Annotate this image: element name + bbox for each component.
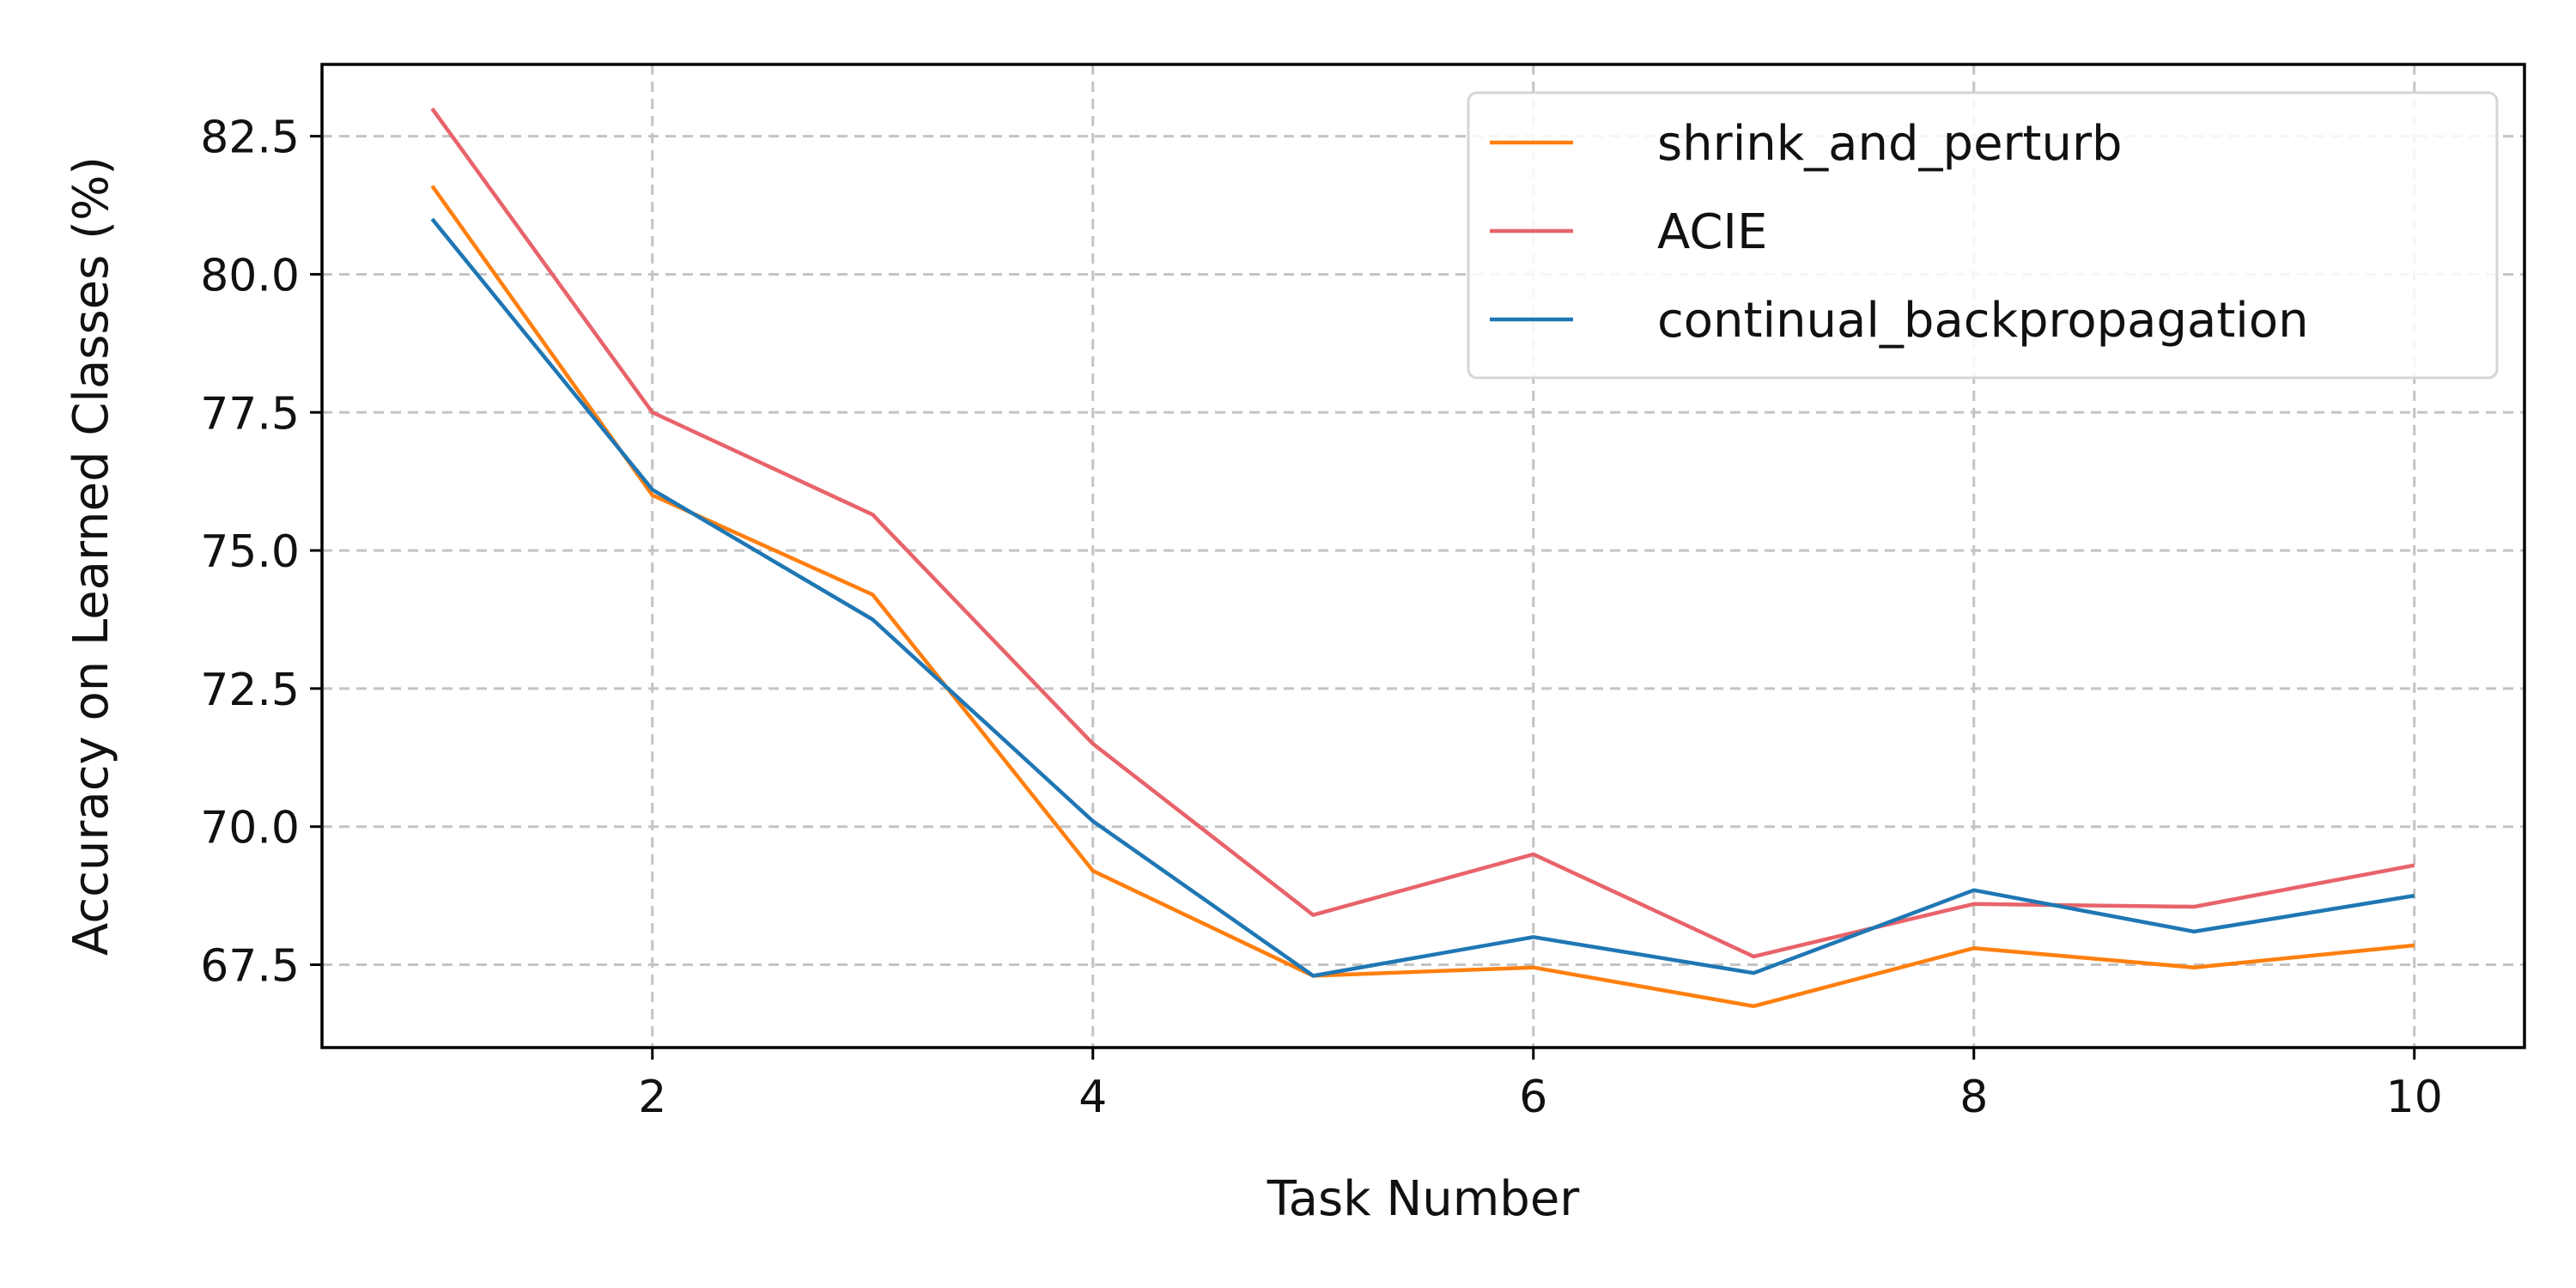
legend-label: ACIE <box>1657 204 1767 260</box>
x-tick-label: 4 <box>1078 1072 1107 1123</box>
y-tick-label: 80.0 <box>200 250 300 301</box>
series-group <box>430 107 2415 1009</box>
series-line-continual-backpropagation <box>430 217 2415 978</box>
y-tick-label: 70.0 <box>200 803 300 854</box>
x-tick-label: 2 <box>638 1072 666 1123</box>
legend-box <box>1467 91 2499 380</box>
y-axis-ticks: 67.5 70.0 72.5 75.0 77.5 80.0 82.5 <box>200 112 322 993</box>
legend-label: shrink_and_perturb <box>1657 116 2123 172</box>
legend: shrink_and_perturb ACIE continual_backprop… <box>1467 91 2499 380</box>
y-tick-label: 75.0 <box>200 526 300 578</box>
x-tick-label: 6 <box>1519 1072 1547 1123</box>
x-axis-ticks: 2 4 6 8 10 <box>638 1048 2443 1123</box>
y-axis-title: Accuracy on Learned Classes (%) <box>64 156 119 956</box>
y-tick-label: 67.5 <box>200 941 300 993</box>
y-grid <box>322 135 2524 967</box>
series-line-acie <box>430 107 2415 959</box>
x-tick-label: 8 <box>1959 1072 1988 1123</box>
y-tick-label: 72.5 <box>200 665 300 716</box>
x-tick-label: 10 <box>2386 1072 2443 1123</box>
plot-frame <box>320 63 2526 1049</box>
y-tick-label: 77.5 <box>200 388 300 440</box>
series-line-shrink-and-perturb <box>430 185 2415 1009</box>
x-axis-title: Task Number <box>1267 1171 1581 1227</box>
y-tick-label: 82.5 <box>200 112 300 164</box>
legend-label: continual_backpropagation <box>1657 293 2309 349</box>
